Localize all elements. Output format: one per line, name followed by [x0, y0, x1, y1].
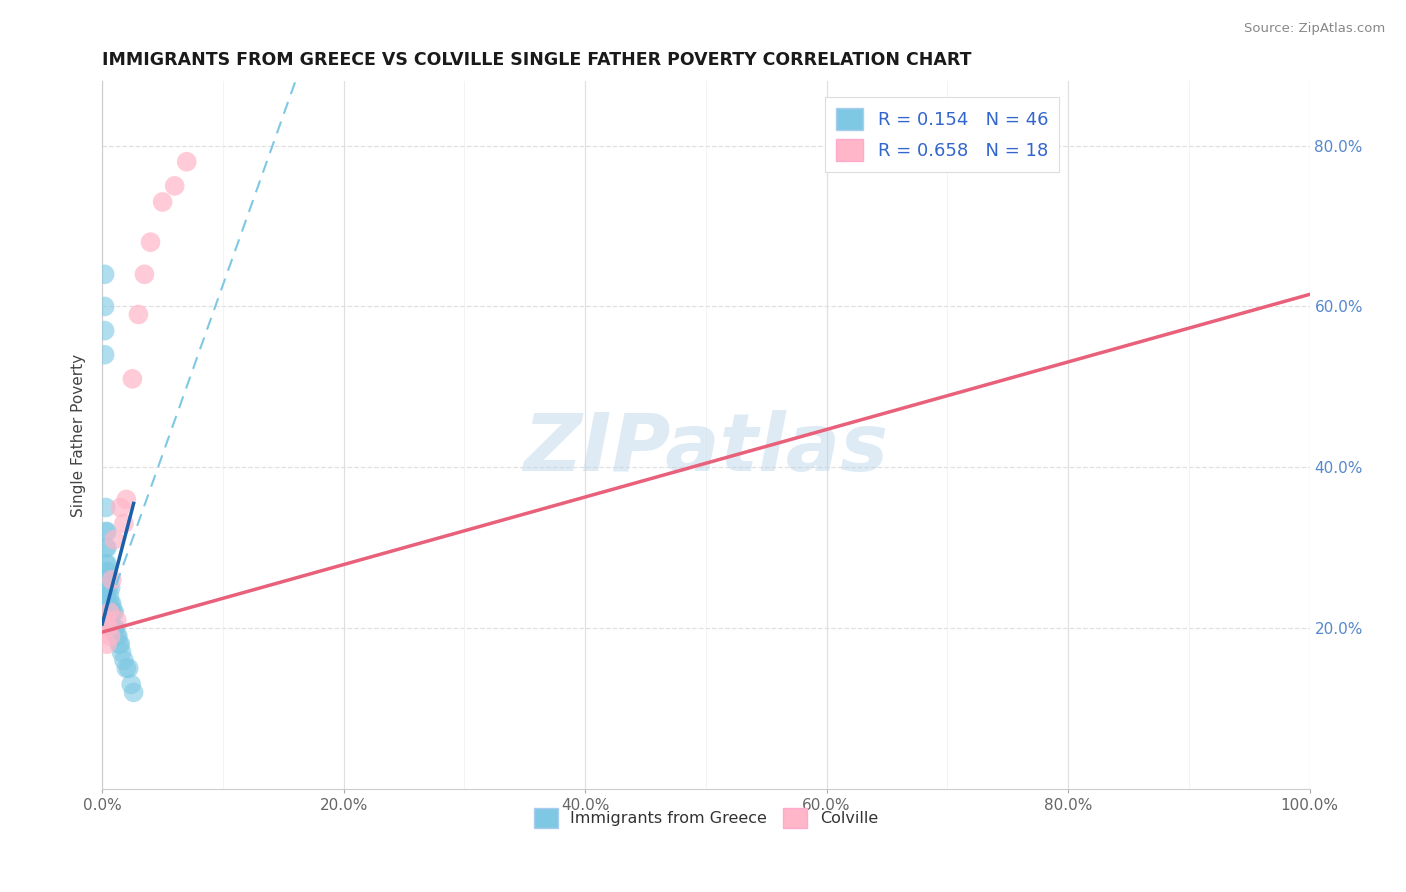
Point: [98, 613, 121, 627]
Point: [105, 613, 128, 627]
Point: [96, 524, 118, 539]
Point: [94, 581, 117, 595]
Point: [101, 597, 124, 611]
Point: [139, 235, 162, 249]
Point: [98, 605, 121, 619]
Point: [94, 500, 117, 515]
Point: [98, 605, 121, 619]
Point: [96, 557, 118, 571]
Point: [96, 637, 118, 651]
Point: [122, 685, 145, 699]
Point: [110, 637, 132, 651]
Point: [118, 661, 141, 675]
Point: [94, 573, 117, 587]
Point: [110, 500, 132, 515]
Point: [97, 621, 120, 635]
Point: [100, 629, 122, 643]
Point: [97, 605, 120, 619]
Point: [101, 605, 124, 619]
Point: [94, 613, 117, 627]
Point: [93, 348, 115, 362]
Point: [127, 308, 149, 322]
Text: IMMIGRANTS FROM GREECE VS COLVILLE SINGLE FATHER POVERTY CORRELATION CHART: IMMIGRANTS FROM GREECE VS COLVILLE SINGL…: [103, 51, 972, 69]
Point: [96, 541, 118, 555]
Point: [115, 661, 138, 675]
Point: [94, 565, 117, 579]
Point: [110, 645, 132, 659]
Y-axis label: Single Father Poverty: Single Father Poverty: [72, 353, 86, 516]
Point: [93, 324, 115, 338]
Point: [93, 589, 115, 603]
Point: [93, 605, 115, 619]
Point: [103, 605, 125, 619]
Point: [115, 492, 138, 507]
Point: [121, 372, 143, 386]
Point: [93, 300, 115, 314]
Point: [103, 533, 125, 547]
Point: [104, 621, 127, 635]
Point: [97, 597, 120, 611]
Point: [120, 677, 142, 691]
Point: [100, 581, 122, 595]
Point: [108, 637, 131, 651]
Point: [98, 573, 121, 587]
Point: [94, 524, 117, 539]
Point: [163, 178, 186, 193]
Point: [101, 621, 124, 635]
Point: [94, 541, 117, 555]
Point: [105, 629, 128, 643]
Point: [176, 154, 198, 169]
Point: [101, 573, 124, 587]
Point: [94, 589, 117, 603]
Point: [93, 268, 115, 282]
Legend: Immigrants from Greece, Colville: Immigrants from Greece, Colville: [527, 802, 884, 834]
Point: [94, 557, 117, 571]
Text: ZIPatlas: ZIPatlas: [523, 410, 889, 488]
Point: [103, 621, 125, 635]
Point: [152, 194, 174, 209]
Point: [112, 653, 135, 667]
Point: [100, 597, 122, 611]
Point: [97, 565, 120, 579]
Point: [107, 629, 129, 643]
Point: [96, 573, 118, 587]
Text: Source: ZipAtlas.com: Source: ZipAtlas.com: [1244, 22, 1385, 36]
Point: [100, 613, 122, 627]
Point: [101, 605, 124, 619]
Point: [112, 516, 135, 531]
Point: [98, 589, 121, 603]
Point: [97, 581, 120, 595]
Point: [134, 268, 156, 282]
